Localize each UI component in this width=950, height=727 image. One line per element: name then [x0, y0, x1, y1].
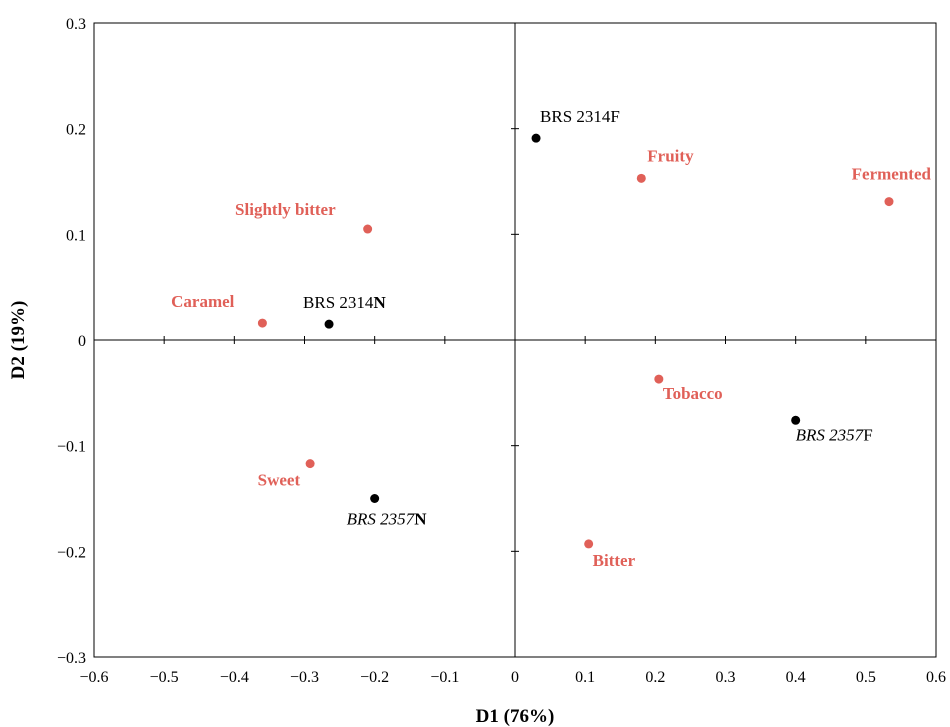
- attribute-label: Bitter: [593, 551, 636, 570]
- attribute-point: [636, 173, 646, 183]
- x-tick-label: 0.4: [786, 669, 806, 686]
- sample-label: BRS 2314N: [303, 293, 386, 312]
- sample-label: BRS 2314F: [540, 107, 620, 126]
- attribute-point: [884, 197, 894, 207]
- x-tick-label: −0.5: [150, 669, 179, 686]
- x-tick-label: 0.3: [716, 669, 736, 686]
- x-tick-label: −0.4: [220, 669, 249, 686]
- attribute-label: Sweet: [258, 471, 301, 490]
- y-tick-label: 0.2: [66, 122, 86, 139]
- y-tick-label: −0.3: [57, 650, 86, 667]
- x-tick-label: 0.6: [926, 669, 946, 686]
- sample-label: BRS 2357F: [796, 425, 873, 444]
- y-axis-title: D2 (19%): [8, 301, 29, 380]
- attribute-label: Slightly bitter: [235, 200, 336, 219]
- y-tick-label: −0.1: [57, 439, 86, 456]
- y-tick-label: 0: [78, 333, 86, 350]
- attribute-label: Caramel: [171, 292, 235, 311]
- attribute-point: [654, 374, 664, 384]
- sample-point: [324, 319, 334, 329]
- attribute-label: Tobacco: [663, 384, 723, 403]
- attribute-label: Fruity: [647, 146, 694, 165]
- x-tick-label: 0.5: [856, 669, 876, 686]
- attribute-point: [305, 459, 315, 469]
- attribute-point: [584, 539, 594, 549]
- axes-group: [93, 22, 937, 658]
- sample-point: [531, 133, 541, 143]
- sample-point: [370, 494, 380, 503]
- attribute-point: [257, 318, 267, 328]
- x-tick-label: −0.3: [290, 669, 319, 686]
- x-axis-title: D1 (76%): [476, 706, 555, 727]
- x-tick-label: 0.2: [645, 669, 665, 686]
- x-tick-labels: −0.6 −0.5 −0.4 −0.3 −0.2 −0.1 0 0.1 0.2 0.3 0.4 0.5…: [79, 669, 946, 686]
- attribute-label: Fermented: [852, 165, 932, 184]
- x-tick-label: 0.1: [575, 669, 595, 686]
- data-points: [257, 133, 894, 549]
- y-tick-labels: 0.3 0.2 0.1 0 −0.1 −0.2 −0.3: [57, 16, 86, 667]
- sample-point: [791, 415, 801, 425]
- y-tick-label: 0.1: [66, 227, 86, 244]
- y-tick-label: −0.2: [57, 544, 86, 561]
- point-labels: Slightly bitter Caramel Fruity Fermented Tob…: [171, 107, 931, 570]
- x-tick-label: −0.2: [360, 669, 389, 686]
- x-tick-label: 0: [511, 669, 519, 686]
- x-tick-label: −0.1: [430, 669, 459, 686]
- sample-label: BRS 2357N: [347, 510, 428, 529]
- attribute-point: [363, 224, 373, 234]
- x-tick-label: −0.6: [79, 669, 108, 686]
- y-tick-label: 0.3: [66, 16, 86, 33]
